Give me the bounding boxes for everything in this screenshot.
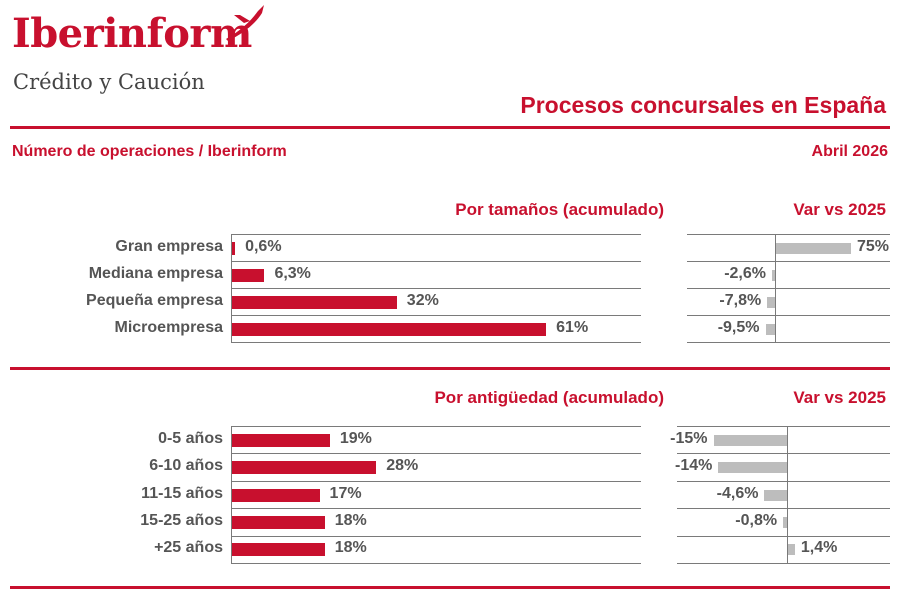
gridline [687, 288, 890, 289]
gridline [687, 315, 890, 316]
gridline [677, 535, 890, 537]
data-bar [232, 295, 397, 309]
category-label: 0-5 años [158, 429, 223, 447]
variation-bar [783, 516, 787, 528]
variation-label: 1,4% [800, 539, 838, 557]
gridline [231, 288, 641, 289]
brand-logo-text: Iberinform [12, 10, 252, 57]
variation-label: 75% [857, 237, 890, 255]
gridline [231, 563, 641, 564]
data-label: 17% [329, 484, 362, 502]
gridline [231, 453, 641, 455]
variation-bar [764, 489, 787, 501]
variation-label: -15% [670, 429, 708, 447]
data-bar [232, 515, 325, 529]
variation-bar [772, 269, 775, 281]
gridline [677, 563, 890, 564]
gridline [687, 234, 890, 235]
variation-bar [718, 462, 787, 474]
section-age-var-heading: Var vs 2025 [793, 388, 886, 407]
category-label: Gran empresa [115, 237, 223, 255]
variation-bar [765, 323, 775, 335]
gridline [231, 480, 641, 482]
data-bar [232, 433, 330, 447]
data-bar [232, 268, 265, 282]
zero-axis [775, 234, 776, 342]
data-bar [232, 322, 547, 336]
gridline [231, 342, 641, 343]
data-label: 19% [339, 429, 372, 447]
data-bar [232, 461, 377, 475]
data-label: 32% [406, 291, 439, 309]
data-label: 61% [556, 318, 589, 336]
category-label: 11-15 años [141, 484, 223, 502]
brand-tagline: Crédito y Caución [13, 70, 205, 94]
axis-line [231, 234, 232, 342]
page-title: Procesos concursales en España [520, 92, 886, 118]
data-label: 6,3% [274, 264, 311, 282]
gridline [677, 426, 890, 427]
data-bar [232, 488, 320, 502]
category-label: Pequeña empresa [86, 291, 223, 309]
variation-label: -0,8% [735, 511, 778, 529]
variation-bar [788, 544, 795, 556]
category-label: 15-25 años [140, 511, 223, 529]
variation-label: -7,8% [719, 291, 762, 309]
middle-divider [10, 367, 890, 370]
bottom-divider [10, 586, 890, 589]
gridline [231, 261, 641, 262]
data-label: 28% [386, 457, 419, 475]
gridline [677, 453, 890, 455]
gridline [687, 342, 890, 343]
subtitle: Número de operaciones / Iberinform [12, 143, 287, 160]
zero-axis [787, 426, 788, 563]
data-bar [232, 241, 236, 255]
gridline [231, 508, 641, 510]
section-age-heading: Por antigüedad (acumulado) [434, 388, 664, 407]
category-label: 6-10 años [149, 457, 223, 475]
gridline [231, 315, 641, 316]
variation-bar [767, 296, 775, 308]
variation-label: -2,6% [724, 264, 766, 282]
gridline [677, 508, 890, 510]
gridline [231, 426, 641, 427]
axis-line [231, 426, 232, 563]
gridline [231, 234, 641, 235]
data-label: 18% [334, 539, 367, 557]
variation-label: -14% [675, 457, 713, 475]
variation-bar [776, 242, 851, 254]
variation-label: -4,6% [716, 484, 759, 502]
gridline [687, 261, 890, 262]
data-bar [232, 543, 325, 557]
variation-bar [713, 434, 787, 446]
category-label: Mediana empresa [88, 264, 223, 282]
category-label: +25 años [154, 539, 223, 557]
plane-icon [226, 5, 264, 41]
data-label: 0,6% [245, 237, 282, 255]
section-size-var-heading: Var vs 2025 [793, 200, 886, 219]
section-size-heading: Por tamaños (acumulado) [455, 200, 664, 219]
gridline [677, 480, 890, 482]
variation-label: -9,5% [717, 318, 760, 336]
date-label: Abril 2026 [811, 143, 888, 160]
category-label: Microempresa [114, 318, 224, 336]
gridline [231, 535, 641, 537]
top-divider [10, 126, 890, 129]
data-label: 18% [334, 511, 367, 529]
